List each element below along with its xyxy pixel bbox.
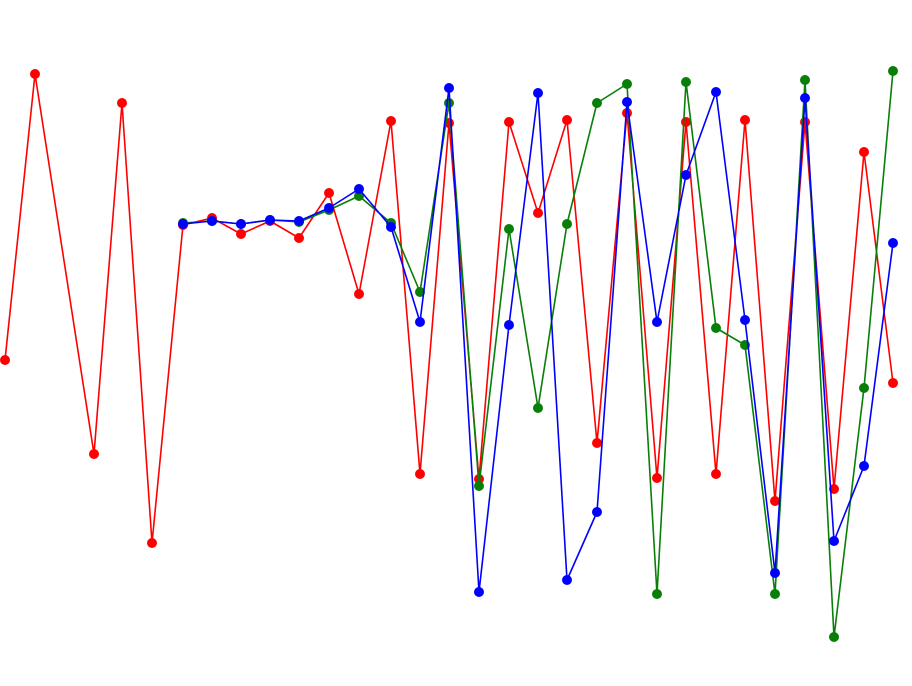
data-point [236, 219, 246, 229]
data-point [147, 538, 157, 548]
data-point [592, 438, 602, 448]
data-point [354, 184, 364, 194]
data-point [562, 115, 572, 125]
data-point [294, 233, 304, 243]
data-point [474, 481, 484, 491]
series-markers-blue [178, 83, 898, 597]
data-point [681, 170, 691, 180]
data-point [652, 473, 662, 483]
data-point [681, 77, 691, 87]
data-point [592, 98, 602, 108]
data-point [770, 568, 780, 578]
data-point [829, 632, 839, 642]
data-point [859, 461, 869, 471]
data-point [711, 87, 721, 97]
data-point [504, 117, 514, 127]
data-point [474, 587, 484, 597]
data-point [415, 469, 425, 479]
data-point [888, 378, 898, 388]
data-point [562, 575, 572, 585]
data-point [354, 191, 364, 201]
data-point [533, 88, 543, 98]
data-point [386, 116, 396, 126]
data-point [0, 355, 10, 365]
data-point [89, 449, 99, 459]
data-point [770, 589, 780, 599]
data-point [236, 229, 246, 239]
data-point [800, 75, 810, 85]
data-point [652, 317, 662, 327]
data-point [740, 115, 750, 125]
data-point [800, 117, 810, 127]
data-point [859, 147, 869, 157]
data-point [533, 403, 543, 413]
data-point [324, 188, 334, 198]
data-point [800, 93, 810, 103]
data-point [265, 215, 275, 225]
data-point [324, 203, 334, 213]
data-point [30, 69, 40, 79]
data-point [888, 66, 898, 76]
data-point [652, 589, 662, 599]
data-point [622, 97, 632, 107]
data-point [681, 117, 691, 127]
data-point [770, 496, 780, 506]
series-group-blue [178, 83, 898, 597]
data-point [294, 216, 304, 226]
data-point [622, 79, 632, 89]
data-point [415, 317, 425, 327]
data-point [178, 219, 188, 229]
data-point [592, 507, 602, 517]
data-point [888, 238, 898, 248]
data-point [711, 469, 721, 479]
data-point [504, 320, 514, 330]
data-point [117, 98, 127, 108]
data-point [354, 289, 364, 299]
data-point [829, 536, 839, 546]
data-point [504, 224, 514, 234]
data-point [562, 219, 572, 229]
data-point [207, 216, 217, 226]
data-point [711, 323, 721, 333]
data-point [415, 287, 425, 297]
data-point [740, 315, 750, 325]
data-point [386, 222, 396, 232]
data-point [533, 208, 543, 218]
data-point [859, 383, 869, 393]
data-point [444, 83, 454, 93]
